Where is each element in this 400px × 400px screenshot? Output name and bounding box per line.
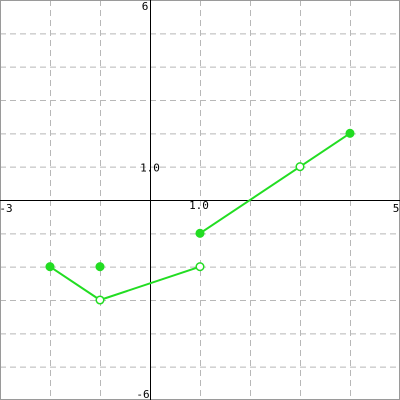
open-endpoint-marker (195, 262, 205, 272)
open-endpoint-marker (95, 295, 105, 305)
marker-layer (45, 128, 355, 305)
x-max-tick-label: 5 (393, 202, 400, 215)
closed-endpoint-marker (45, 262, 55, 272)
graph-segment-line (199, 132, 351, 235)
x-min-tick-label: -3 (0, 202, 13, 215)
y-min-tick-label: -6 (136, 388, 149, 400)
closed-endpoint-marker (195, 228, 205, 238)
y-max-tick-label: 6 (142, 0, 149, 13)
x-unit-tick-label: 1.0 (189, 199, 209, 212)
graph-segment-line (49, 265, 201, 301)
open-endpoint-marker (295, 162, 305, 172)
closed-endpoint-marker (95, 262, 105, 272)
closed-endpoint-marker (345, 128, 355, 138)
y-unit-tick-label: 1.0 (140, 162, 160, 175)
